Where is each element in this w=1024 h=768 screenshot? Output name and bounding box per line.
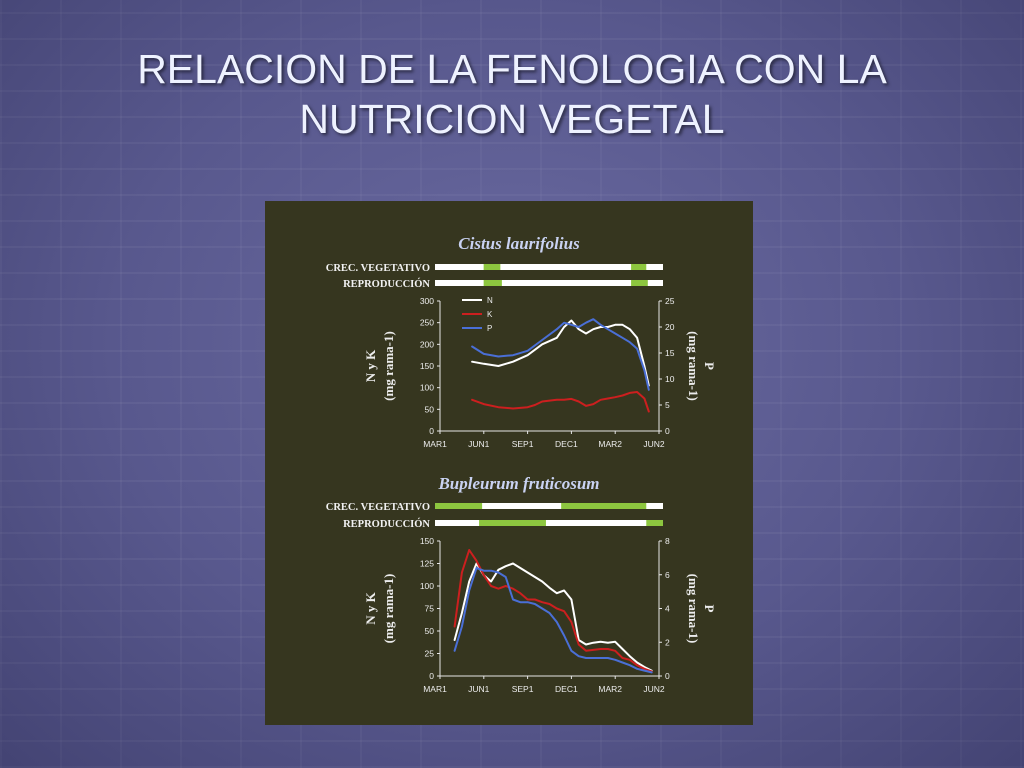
x-tick-label: MAR2 [598,439,622,449]
y-left-axis-unit: (mg rama-1) [381,331,396,401]
x-tick-label: SEP1 [512,684,534,694]
phenology-active-period [561,503,647,509]
x-tick-label: MAR1 [423,684,447,694]
phenology-active-period [435,503,483,509]
y-left-axis-label: N y K [363,591,378,624]
y-left-tick-label: 50 [425,626,435,636]
y-left-tick-label: 200 [420,339,434,349]
x-tick-label: DEC1 [555,684,578,694]
legend-label-p: P [487,324,492,333]
chart-panel-1: Cistus laurifolius CREC. VEGETATIVO REPROD… [326,234,717,449]
phenology-figure: Cistus laurifolius CREC. VEGETATIVO REPROD… [265,201,753,725]
chart-panel-2: Bupleurum fruticosum CREC. VEGETATIVO REPR… [326,474,717,694]
series-line-p [453,567,653,674]
series-line-n [453,562,653,672]
x-tick-label: JUN1 [468,684,490,694]
phenology-active-period [479,520,546,526]
series-line-p [471,318,650,391]
legend-label-k: K [487,310,493,319]
phenology-label: CREC. VEGETATIVO [326,263,430,274]
series-line-k [453,549,653,673]
y-left-tick-label: 75 [425,604,435,614]
y-right-tick-label: 0 [665,671,670,681]
y-right-tick-label: 6 [665,570,670,580]
phenology-active-period [646,520,663,526]
phenology-label: REPRODUCCIÓN [343,518,430,530]
y-left-tick-label: 150 [420,361,434,371]
phenology-active-period [631,264,647,270]
phenology-label: REPRODUCCIÓN [343,278,430,290]
phenology-track [435,520,663,526]
y-left-tick-label: 50 [425,404,435,414]
x-tick-label: MAR2 [598,684,622,694]
y-left-tick-label: 100 [420,581,434,591]
y-right-tick-label: 2 [665,637,670,647]
series-line-k [471,391,650,413]
y-left-axis-label: N y K [363,349,378,382]
phenology-track [435,264,663,270]
x-tick-label: SEP1 [512,439,534,449]
x-tick-label: JUN2 [643,684,665,694]
y-right-axis-label: P [702,362,717,370]
y-right-tick-label: 15 [665,348,675,358]
chart-title: Bupleurum fruticosum [437,474,599,493]
phenology-active-period [483,280,502,286]
slide-title-line-2: NUTRICION VEGETAL [299,96,725,142]
slide-title: RELACION DE LA FENOLOGIA CON LA NUTRICIO… [0,44,1024,144]
y-left-tick-label: 125 [420,559,434,569]
chart-title: Cistus laurifolius [458,234,580,253]
y-right-tick-label: 4 [665,604,670,614]
y-left-tick-label: 250 [420,318,434,328]
legend-label-n: N [487,296,493,305]
phenology-active-period [631,280,648,286]
y-left-tick-label: 100 [420,383,434,393]
y-left-tick-label: 0 [429,671,434,681]
phenology-track [435,280,663,286]
y-left-tick-label: 300 [420,296,434,306]
phenology-figure-svg: Cistus laurifolius CREC. VEGETATIVO REPROD… [326,234,717,694]
phenology-track [435,503,663,509]
x-tick-label: MAR1 [423,439,447,449]
y-right-tick-label: 5 [665,400,670,410]
x-tick-label: DEC1 [555,439,578,449]
y-right-axis-unit: (mg rama-1) [686,574,701,644]
y-right-axis-label: P [702,605,717,613]
y-right-tick-label: 20 [665,322,675,332]
y-right-tick-label: 8 [665,536,670,546]
y-left-tick-label: 25 [425,649,435,659]
slide-title-line-1: RELACION DE LA FENOLOGIA CON LA [137,46,887,92]
y-right-axis-unit: (mg rama-1) [686,331,701,401]
phenology-label: CREC. VEGETATIVO [326,502,430,513]
y-left-tick-label: 0 [429,426,434,436]
x-tick-label: JUN1 [468,439,490,449]
y-right-tick-label: 0 [665,426,670,436]
y-left-axis-unit: (mg rama-1) [381,574,396,644]
y-left-tick-label: 150 [420,536,434,546]
y-right-tick-label: 25 [665,296,675,306]
phenology-active-period [483,264,501,270]
x-tick-label: JUN2 [643,439,665,449]
series-line-n [471,319,650,387]
y-right-tick-label: 10 [665,374,675,384]
